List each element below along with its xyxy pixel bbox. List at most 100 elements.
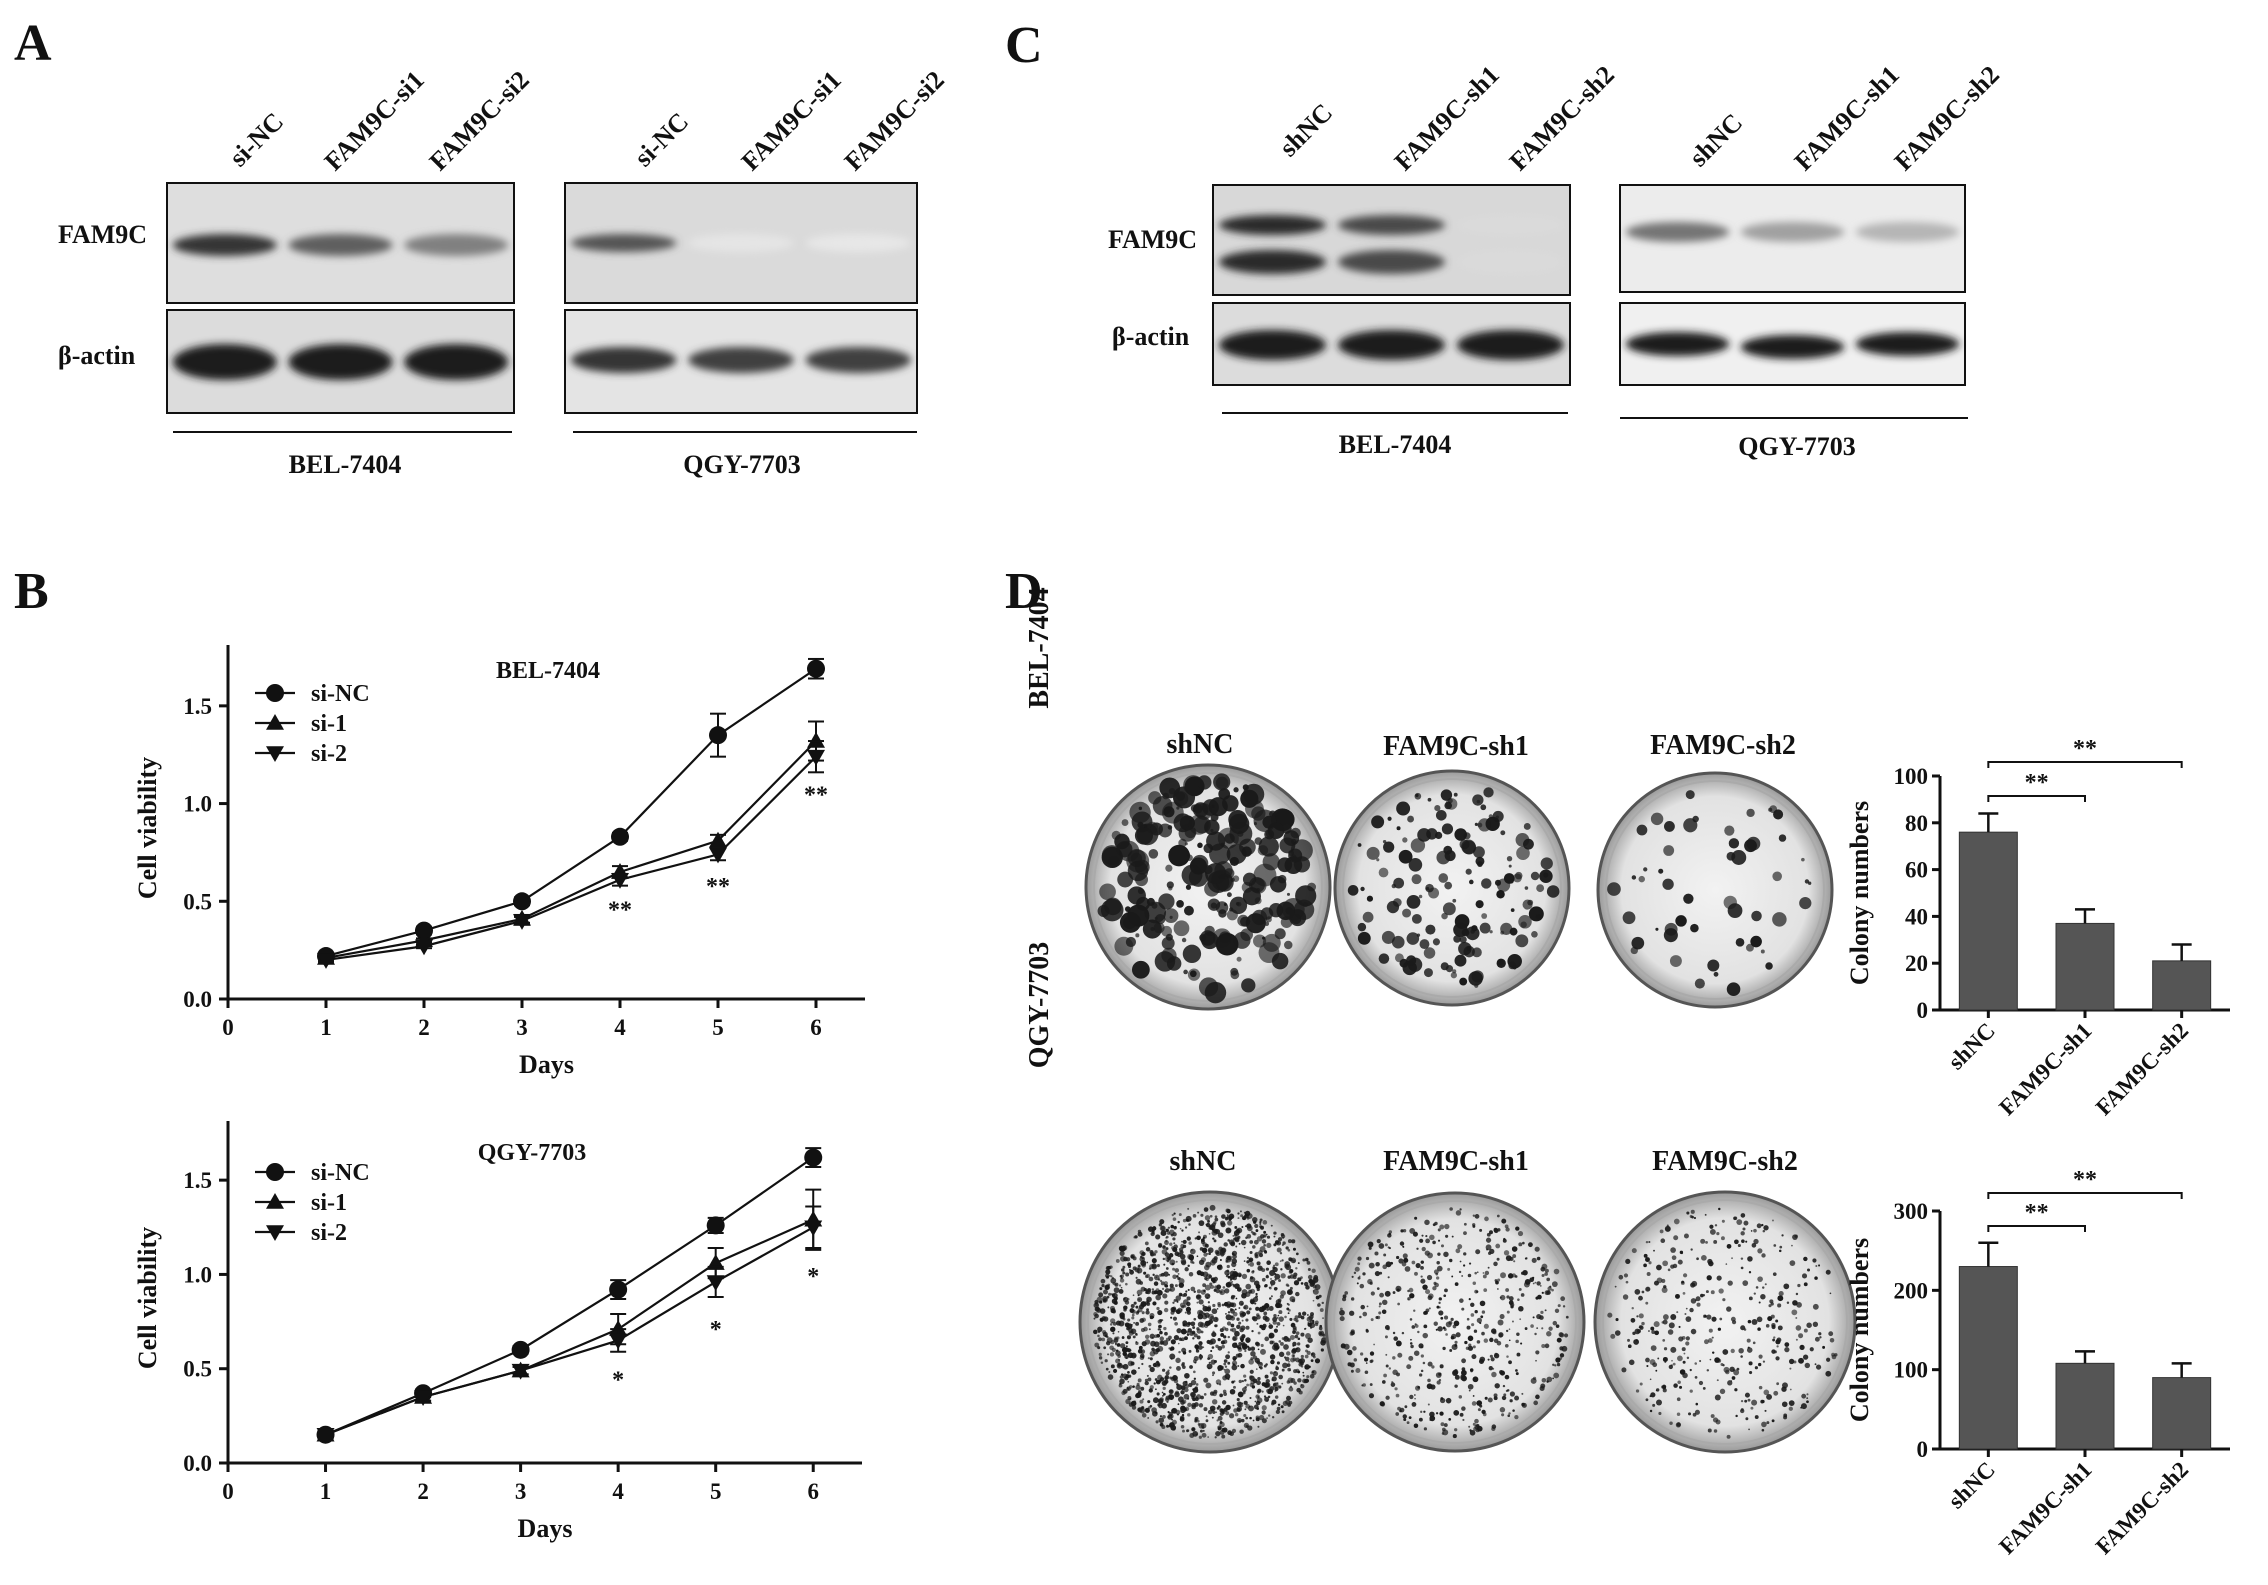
y-tick-label: 1.5 (183, 694, 212, 719)
colony (1691, 1215, 1694, 1219)
colony (1286, 1307, 1290, 1311)
colony (1107, 1306, 1110, 1309)
colony (1472, 1376, 1479, 1383)
colony (1476, 1271, 1479, 1274)
colony (1163, 806, 1175, 818)
colony (1534, 1332, 1537, 1336)
colony (1449, 1207, 1453, 1211)
colony (1427, 1378, 1431, 1383)
colony (1657, 1357, 1660, 1360)
data-point-triangle-up (266, 714, 284, 730)
colony (1423, 1427, 1428, 1431)
colony (1162, 1386, 1166, 1391)
colony (1773, 809, 1784, 820)
colony (1123, 1297, 1126, 1300)
colony (1639, 1382, 1643, 1386)
colony (1364, 1370, 1369, 1375)
colony (1451, 1333, 1457, 1340)
colony (1411, 874, 1422, 885)
colony (1421, 1246, 1426, 1252)
colony (1453, 792, 1458, 797)
colony (1384, 1243, 1388, 1247)
colony (1740, 1355, 1743, 1358)
colony (1122, 1271, 1126, 1275)
x-tick-label: 3 (516, 1015, 528, 1040)
x-tick-label: 1 (320, 1479, 332, 1504)
colony (1236, 1317, 1240, 1321)
colony (1747, 1319, 1752, 1324)
colony (1407, 1289, 1410, 1293)
colony (1789, 1260, 1796, 1267)
colony (1521, 1402, 1527, 1408)
protein-band (1337, 330, 1446, 360)
colony (1302, 1371, 1305, 1374)
colony (1449, 1258, 1453, 1263)
colony (1287, 1248, 1291, 1252)
colony (1791, 1244, 1793, 1247)
colony (1540, 1310, 1544, 1315)
protein-band (172, 234, 277, 256)
colony (1461, 839, 1476, 855)
colony (1784, 1342, 1790, 1347)
colony (1765, 962, 1773, 970)
colony (1778, 834, 1787, 842)
colony (1120, 1286, 1123, 1289)
colony (1762, 1229, 1766, 1233)
colony (1725, 1263, 1728, 1265)
colony (1125, 1374, 1130, 1379)
colony (1122, 1351, 1127, 1357)
colony (1139, 1399, 1144, 1404)
colony (1690, 1209, 1695, 1214)
colony (1408, 1287, 1414, 1293)
colony (1161, 1380, 1168, 1386)
colony (1127, 1352, 1134, 1359)
colony (1717, 1327, 1722, 1331)
colony (1788, 1400, 1795, 1406)
colony (1436, 1260, 1440, 1265)
colony (1660, 1238, 1666, 1244)
y-tick-label: 0.5 (183, 1357, 212, 1382)
colony (1454, 1282, 1459, 1286)
colony (1544, 1268, 1549, 1273)
colony (1357, 1276, 1361, 1280)
colony (1188, 1349, 1192, 1353)
colony (1679, 1385, 1683, 1389)
colony (1768, 1304, 1772, 1308)
colony (1281, 1337, 1285, 1340)
colony (1472, 1281, 1477, 1286)
colony (1158, 1324, 1162, 1329)
colony (1205, 1223, 1208, 1226)
colony (1177, 1220, 1180, 1224)
colony (1289, 1274, 1295, 1279)
colony (1212, 1410, 1216, 1414)
colony (1162, 1415, 1166, 1419)
colony (1344, 1291, 1349, 1295)
colony (1226, 1269, 1230, 1273)
colony (1428, 1307, 1431, 1310)
colony (1716, 1275, 1722, 1281)
data-point-triangle-down (316, 1427, 335, 1444)
colony (1196, 1289, 1201, 1294)
colony (1385, 1395, 1390, 1400)
colony (1311, 1352, 1314, 1356)
colony (1144, 1380, 1149, 1386)
colony (1217, 1303, 1222, 1308)
colony (1384, 1325, 1390, 1330)
data-point-triangle-down (706, 1275, 725, 1291)
legend-label: si-2 (311, 741, 347, 767)
colony (1482, 1272, 1485, 1274)
colony (1262, 1220, 1268, 1225)
colony (1388, 1367, 1392, 1370)
colony (1747, 1398, 1751, 1402)
colony (1402, 1253, 1408, 1259)
colony (1268, 1324, 1274, 1329)
colony (1753, 1238, 1759, 1245)
colony (1664, 1361, 1667, 1364)
colony (1411, 913, 1422, 924)
colony (1229, 1318, 1232, 1321)
colony (1235, 1353, 1240, 1358)
colony (1257, 1396, 1260, 1398)
colony (1132, 1294, 1135, 1297)
colony (1255, 1229, 1259, 1233)
y-tick-label: 100 (1894, 1358, 1929, 1383)
